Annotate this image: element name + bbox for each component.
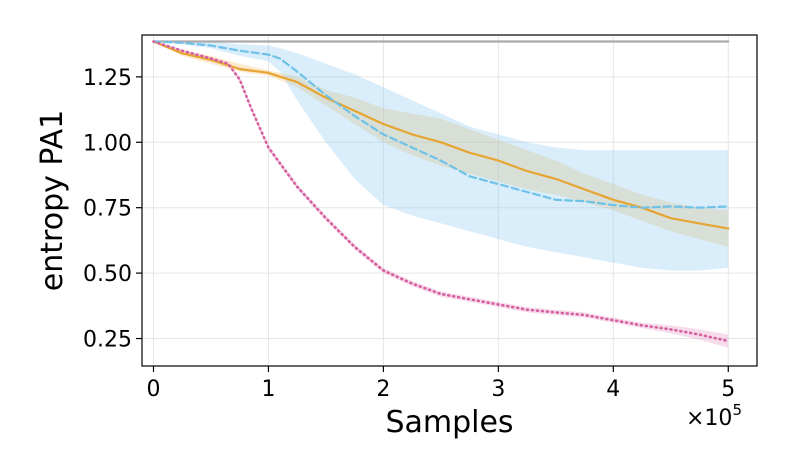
series-band bbox=[153, 41, 729, 271]
x-tick-label: 2 bbox=[376, 377, 390, 402]
x-tick-label: 1 bbox=[261, 377, 275, 402]
y-axis-label: entropy PA1 bbox=[35, 110, 70, 291]
x-tick-label: 4 bbox=[606, 377, 620, 402]
y-tick-label: 1.25 bbox=[83, 66, 132, 91]
x-axis-label: Samples bbox=[385, 405, 513, 440]
grid-lines bbox=[142, 35, 757, 366]
x-tick-label: 5 bbox=[721, 377, 735, 402]
series-lines bbox=[152, 40, 730, 343]
x-tick-label: 0 bbox=[146, 377, 160, 402]
confidence-bands bbox=[153, 41, 729, 348]
series-line bbox=[152, 40, 730, 209]
x-axis-multiplier: ×105 bbox=[686, 401, 742, 431]
series-line bbox=[152, 40, 730, 230]
x-axis-multiplier-exponent: 5 bbox=[732, 401, 742, 419]
plot-frame bbox=[141, 34, 758, 367]
y-axis-ticks: 0.25 0.50 0.75 1.00 1.25 bbox=[83, 66, 142, 353]
y-tick-label: 0.25 bbox=[83, 328, 132, 353]
x-tick-label: 3 bbox=[491, 377, 505, 402]
y-tick-label: 1.00 bbox=[83, 131, 132, 156]
series-band bbox=[153, 41, 729, 247]
series-line bbox=[152, 40, 730, 343]
x-axis-multiplier-base: ×10 bbox=[686, 406, 732, 431]
y-tick-label: 0.75 bbox=[83, 197, 132, 222]
x-axis-ticks: 0 1 2 3 4 5 bbox=[146, 366, 735, 402]
y-tick-label: 0.50 bbox=[83, 262, 132, 287]
